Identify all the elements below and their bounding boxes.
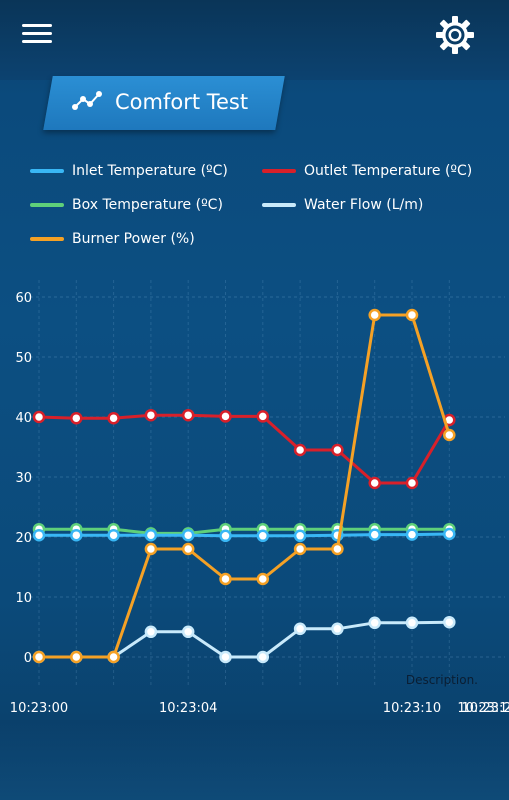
data-point-flow	[405, 616, 419, 630]
x-tick-label: 10:23:2	[462, 701, 509, 716]
legend-swatch-box	[30, 203, 64, 207]
x-tick-label: 10:23:10	[383, 701, 441, 716]
data-point-burner	[368, 308, 381, 322]
data-point-burner	[331, 542, 344, 556]
data-point-outlet	[368, 476, 381, 490]
data-point-burner	[405, 308, 419, 322]
data-point-inlet	[256, 529, 270, 543]
legend-swatch-burner	[30, 237, 64, 241]
legend-swatch-inlet	[30, 169, 64, 173]
data-point-outlet	[219, 410, 232, 423]
data-point-inlet	[181, 528, 195, 542]
legend-swatch-outlet	[262, 169, 296, 173]
y-tick-label: 10	[15, 591, 32, 606]
legend-label: Outlet Temperature (ºC)	[304, 163, 473, 179]
data-point-burner	[32, 650, 46, 664]
data-point-inlet	[293, 529, 307, 543]
legend-label: Inlet Temperature (ºC)	[72, 163, 228, 179]
bottom-band	[0, 720, 509, 800]
y-tick-label: 20	[15, 531, 32, 546]
data-point-flow	[256, 650, 270, 664]
chart-line-icon	[72, 91, 102, 110]
y-tick-label: 60	[15, 291, 32, 306]
data-point-outlet	[405, 476, 419, 490]
data-point-outlet	[331, 443, 344, 457]
data-point-flow	[219, 650, 232, 664]
data-point-inlet	[32, 528, 46, 542]
data-point-flow	[331, 622, 344, 636]
series-line-outlet	[38, 413, 451, 485]
gear-icon[interactable]	[434, 14, 476, 56]
legend-label: Burner Power (%)	[72, 231, 195, 247]
y-tick-label: 50	[15, 351, 32, 366]
data-point-inlet	[144, 528, 158, 542]
data-point-flow	[144, 625, 158, 639]
x-tick-label: 10:23:04	[159, 701, 217, 716]
data-point-outlet	[70, 411, 83, 425]
series-line-flow	[39, 620, 450, 659]
y-tick-label: 40	[15, 411, 32, 426]
data-point-burner	[293, 542, 307, 556]
data-point-flow	[181, 625, 195, 639]
data-point-outlet	[293, 443, 307, 457]
x-tick-label: 10:23:16	[457, 701, 509, 716]
x-tick-label: 10:23:00	[10, 701, 68, 716]
data-point-burner	[70, 650, 83, 664]
data-point-inlet	[368, 528, 381, 541]
data-point-burner	[181, 542, 195, 556]
line-chart: 0 10 20 30 40 50 60 10:23:00 10:23:04 10:23:10 10:…	[10, 280, 509, 716]
data-point-inlet	[219, 529, 232, 543]
series-line-burner	[39, 313, 451, 659]
data-point-flow	[293, 622, 307, 636]
data-point-burner	[443, 428, 456, 442]
data-point-flow	[443, 615, 456, 629]
data-point-outlet	[181, 408, 195, 422]
data-point-burner	[219, 572, 232, 586]
data-point-burner	[144, 542, 158, 556]
top-bar	[0, 0, 509, 80]
data-point-burner	[256, 572, 270, 586]
legend-label: Box Temperature (ºC)	[72, 197, 223, 213]
data-point-inlet	[107, 528, 120, 542]
page-title: Comfort Test	[115, 90, 249, 114]
data-point-outlet	[32, 410, 46, 424]
legend-swatch-flow	[262, 203, 296, 207]
series-line-inlet	[39, 532, 450, 538]
chart-annotation: Description.	[406, 673, 478, 687]
legend-label: Water Flow (L/m)	[304, 197, 424, 213]
data-point-flow	[368, 616, 381, 630]
data-point-inlet	[405, 528, 419, 541]
series-line-box	[39, 527, 450, 535]
data-point-outlet	[107, 411, 120, 425]
y-tick-label: 0	[24, 651, 32, 666]
data-point-burner	[107, 650, 120, 664]
data-point-outlet	[256, 410, 270, 423]
data-point-outlet	[144, 408, 158, 422]
data-point-inlet	[443, 527, 456, 541]
hamburger-menu-icon[interactable]	[22, 22, 54, 46]
y-tick-label: 30	[15, 471, 32, 486]
data-point-inlet	[70, 528, 83, 542]
